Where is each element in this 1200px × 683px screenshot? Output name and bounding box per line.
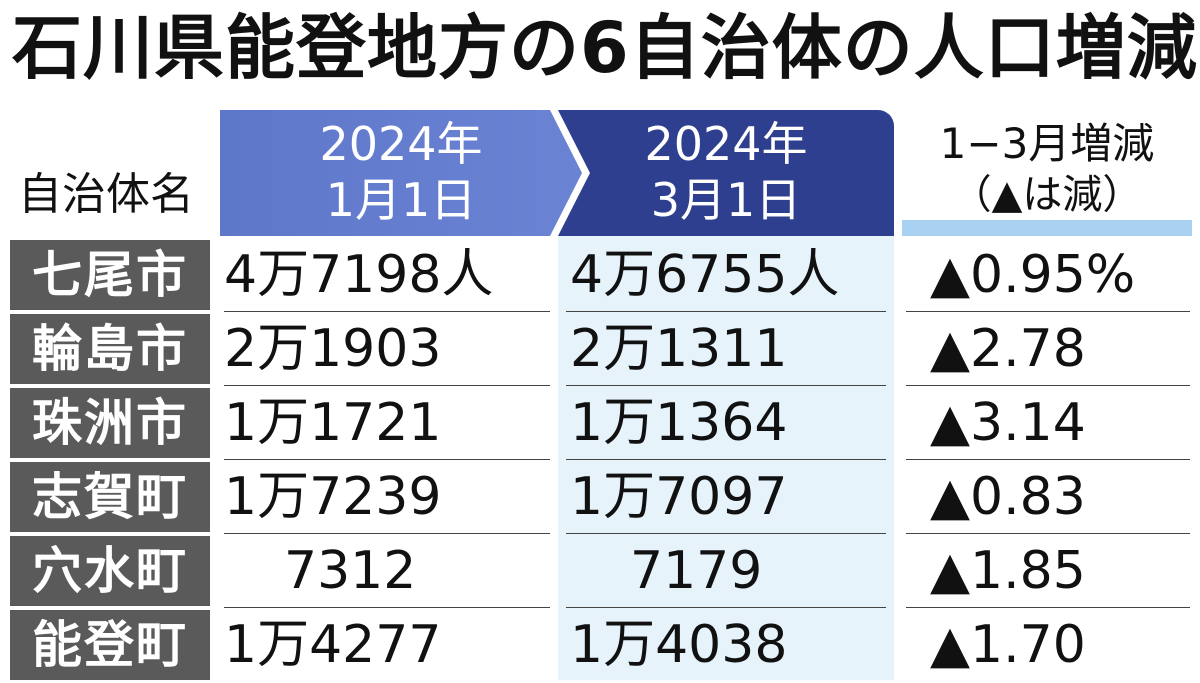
population-mar: 2万1311 <box>570 319 788 379</box>
row-divider <box>566 533 886 534</box>
header-change-note: （▲は減） <box>951 172 1143 218</box>
table-row: 輪島市 2万1903 2万1311 ▲2.78 <box>0 312 1200 386</box>
header-mar-column: 2024年 3月1日 <box>558 110 894 236</box>
population-jan: 1万1721 <box>224 393 442 453</box>
header-name-column: 自治体名 <box>18 169 194 220</box>
row-divider <box>224 385 550 386</box>
header-jan-year: 2024年 <box>319 117 483 171</box>
municipality-name: 輪島市 <box>10 314 210 384</box>
row-divider <box>566 607 886 608</box>
population-change: ▲1.70 <box>930 615 1086 675</box>
population-jan: 2万1903 <box>224 319 442 379</box>
row-divider <box>566 311 886 312</box>
table-row: 七尾市 4万7198人 4万6755人 ▲0.95% <box>0 238 1200 312</box>
header-change-accent-bar <box>902 220 1192 236</box>
header-jan-date: 1月1日 <box>325 173 477 227</box>
municipality-name: 珠洲市 <box>10 388 210 458</box>
row-divider <box>906 385 1190 386</box>
row-divider <box>566 385 886 386</box>
header-mar-year: 2024年 <box>644 117 808 171</box>
municipality-name: 志賀町 <box>10 462 210 532</box>
population-jan: 1万7239 <box>224 467 442 527</box>
population-mar: 1万4038 <box>570 615 788 675</box>
table-row: 穴水町 7312 7179 ▲1.85 <box>0 534 1200 608</box>
table-row: 志賀町 1万7239 1万7097 ▲0.83 <box>0 460 1200 534</box>
population-change: ▲0.95% <box>930 245 1136 305</box>
population-jan: 1万4277 <box>224 615 442 675</box>
page-title: 石川県能登地方の6自治体の人口増減 <box>12 7 1198 89</box>
row-divider <box>906 311 1190 312</box>
municipality-name: 七尾市 <box>10 240 210 310</box>
header-jan-column: 2024年 1月1日 <box>220 110 582 236</box>
population-change: ▲0.83 <box>930 467 1086 527</box>
row-divider <box>224 607 550 608</box>
population-jan: 7312 <box>284 541 417 601</box>
row-divider <box>224 311 550 312</box>
municipality-name: 能登町 <box>10 610 210 680</box>
population-change: ▲2.78 <box>930 319 1086 379</box>
table-row: 珠洲市 1万1721 1万1364 ▲3.14 <box>0 386 1200 460</box>
row-divider <box>224 459 550 460</box>
population-change: ▲1.85 <box>930 541 1086 601</box>
population-mar: 1万1364 <box>570 393 788 453</box>
row-divider <box>224 533 550 534</box>
mar-column-background <box>558 236 894 680</box>
row-divider <box>906 533 1190 534</box>
municipality-name: 穴水町 <box>10 536 210 606</box>
population-mar: 7179 <box>630 541 763 601</box>
row-divider <box>906 459 1190 460</box>
header-change-label: 1−3月増減 <box>939 119 1155 168</box>
population-jan: 4万7198人 <box>224 245 494 305</box>
row-divider <box>906 607 1190 608</box>
header-mar-date: 3月1日 <box>650 173 802 227</box>
population-change: ▲3.14 <box>930 393 1086 453</box>
population-mar: 4万6755人 <box>570 245 840 305</box>
table-row: 能登町 1万4277 1万4038 ▲1.70 <box>0 608 1200 682</box>
population-mar: 1万7097 <box>570 467 788 527</box>
row-divider <box>566 459 886 460</box>
header-change-column: 1−3月増減 （▲は減） <box>902 118 1192 238</box>
